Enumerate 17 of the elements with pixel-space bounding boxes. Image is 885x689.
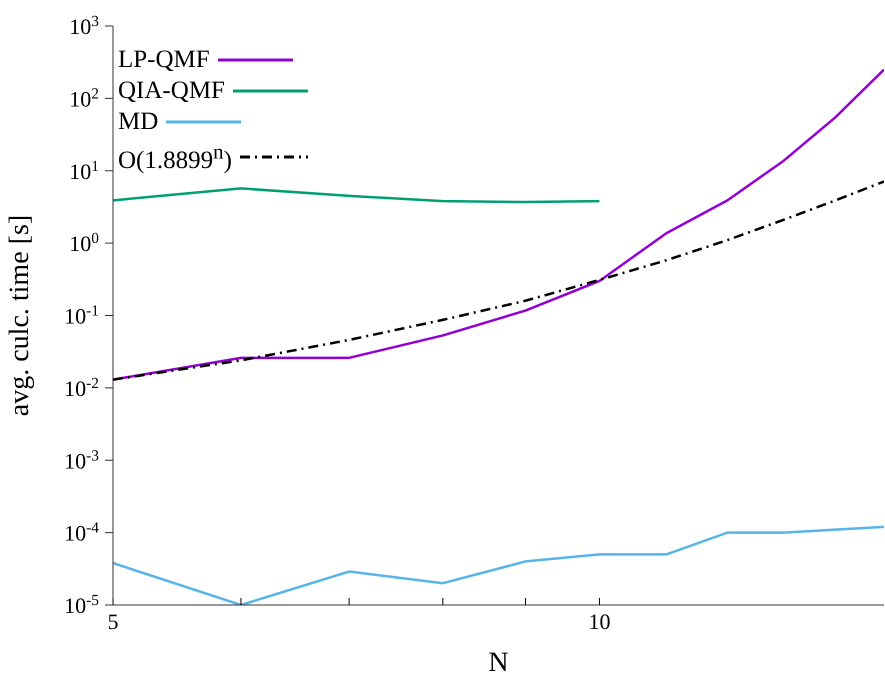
legend-label: O(1.8899$^{n}$) [118,140,232,174]
y-tick-label: 10$^{0}$ [69,230,100,256]
y-tick-label: 10$^{3}$ [69,12,100,39]
x-axis-title: N [488,647,509,678]
x-tick-label: 5 [108,609,118,634]
y-tick-label: 10$^{-5}$ [64,592,100,618]
legend-label: QIA-QMF [118,77,225,104]
y-tick-label: 10$^{-4}$ [64,519,100,546]
legend-label: LP-QMF [118,46,210,73]
y-tick-label: 10$^{-3}$ [64,446,100,474]
y-tick-label: 10$^{-1}$ [64,302,99,328]
y-axis-title: avg. culc. time [s] [4,214,35,416]
y-tick-label: 10$^{1}$ [69,157,99,184]
y-tick-label: 10$^{2}$ [69,84,99,112]
x-tick-label: 10 [588,609,610,634]
y-tick-label: 10$^{-2}$ [64,374,99,401]
legend-label: MD [118,108,158,135]
